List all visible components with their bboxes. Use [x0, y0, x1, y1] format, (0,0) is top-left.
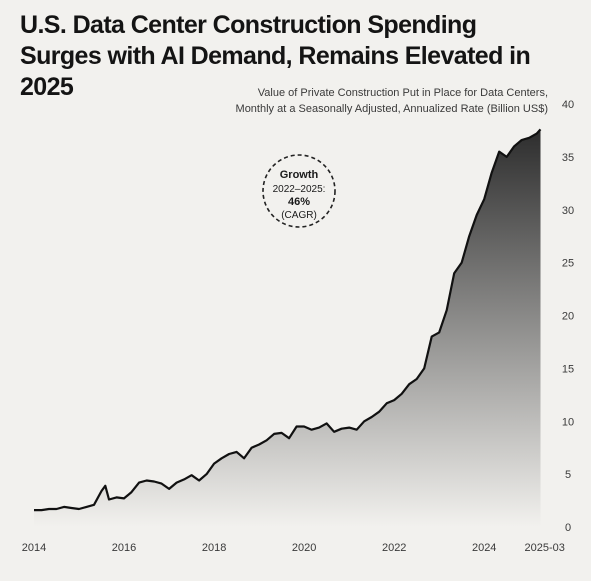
y-tick-label: 0	[565, 522, 571, 534]
series-area	[34, 129, 541, 527]
x-tick-label: 2016	[112, 542, 136, 554]
y-tick-label: 30	[562, 205, 574, 217]
chart-title: U.S. Data Center Construction Spending S…	[20, 10, 580, 103]
growth-cagr: (CAGR)	[281, 210, 317, 221]
growth-annotation: Growth 2022–2025: 46% (CAGR)	[262, 154, 336, 228]
y-tick-label: 5	[565, 469, 571, 481]
series-line	[34, 128, 542, 512]
x-tick-label: 2022	[382, 542, 406, 554]
y-axis-ticks: 0 5 10 15 20 25 30 35 40	[562, 99, 574, 534]
y-tick-label: 40	[562, 99, 574, 111]
growth-label: Growth	[280, 169, 319, 181]
y-tick-label: 10	[562, 416, 574, 428]
x-axis-ticks: 2014 2016 2018 2020 2022 2024 2025-03	[22, 542, 565, 554]
x-tick-label: 2024	[472, 542, 496, 554]
x-tick-label: 2014	[22, 542, 46, 554]
title-line-2: Surges with AI Demand, Remains Elevated …	[20, 42, 531, 101]
growth-annotation-circle	[262, 154, 336, 228]
y-tick-label: 25	[562, 258, 574, 270]
area-fill-layer	[34, 129, 541, 527]
x-tick-label: 2025-03	[525, 542, 565, 554]
line-layer	[34, 128, 542, 512]
growth-value: 46%	[288, 196, 310, 208]
title-line-1: U.S. Data Center Construction Spending	[20, 11, 477, 39]
growth-period: 2022–2025:	[273, 184, 326, 195]
y-tick-label: 15	[562, 363, 574, 375]
x-tick-label: 2020	[292, 542, 316, 554]
subtitle-line-2: Monthly at a Seasonally Adjusted, Annual…	[236, 103, 548, 115]
x-tick-label: 2018	[202, 542, 226, 554]
y-tick-label: 20	[562, 311, 574, 323]
y-tick-label: 35	[562, 152, 574, 164]
subtitle-line-1: Value of Private Construction Put in Pla…	[258, 87, 548, 99]
